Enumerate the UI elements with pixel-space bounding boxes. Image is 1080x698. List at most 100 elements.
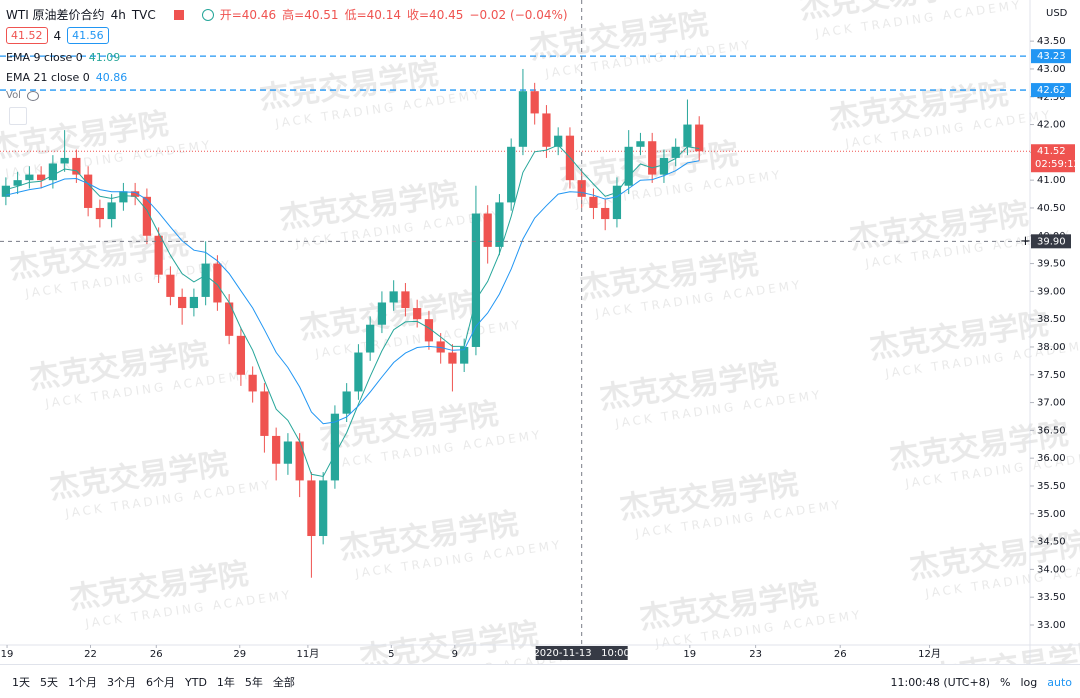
y-tick-label: 35.00: [1037, 509, 1066, 520]
candle-body: [84, 174, 93, 208]
candle-body: [342, 391, 351, 414]
range-button[interactable]: 5天: [40, 676, 58, 689]
candle-body: [683, 124, 692, 147]
flag-icon[interactable]: [173, 9, 184, 20]
volume-legend: Vol: [6, 90, 39, 101]
level-label: 43.23: [1037, 51, 1066, 62]
candle-body: [107, 202, 116, 220]
symbol[interactable]: WTI 原油差价合约: [6, 8, 105, 22]
y-tick-label: 37.50: [1037, 370, 1066, 381]
candle-body: [671, 146, 680, 158]
status-icon[interactable]: [201, 8, 214, 21]
candle-body: [272, 435, 281, 464]
candle-body: [178, 296, 187, 309]
y-tick-label: 38.50: [1037, 314, 1066, 325]
x-tick-label: 29: [233, 649, 246, 660]
indicator-value: 40.86: [95, 71, 128, 84]
candle-body: [366, 324, 375, 353]
candle-body: [119, 191, 128, 203]
candle-body: [483, 213, 492, 247]
sell-price[interactable]: 41.52: [6, 27, 48, 44]
range-button[interactable]: 1个月: [68, 676, 97, 689]
crosshair-y-bg: [1031, 234, 1071, 249]
x-tick-label: 5: [388, 649, 394, 660]
watermark-title: 杰克交易学院: [927, 637, 1080, 664]
candle-body: [413, 308, 422, 320]
range-button[interactable]: 3个月: [107, 676, 136, 689]
candle-body: [225, 302, 234, 336]
candle-body: [72, 157, 81, 175]
x-tick-label: 23: [749, 649, 762, 660]
indicator-name[interactable]: EMA 9 close 0: [6, 51, 83, 64]
level-label: 42.62: [1037, 85, 1066, 96]
y-tick-label: 38.00: [1037, 342, 1066, 353]
candle-body: [60, 157, 69, 164]
y-tick-label: 36.00: [1037, 453, 1066, 464]
y-tick-label: 37.00: [1037, 398, 1066, 409]
x-tick-label: 12月: [918, 648, 941, 660]
candle-body: [424, 319, 434, 342]
candle-body: [201, 263, 210, 297]
x-tick-label: 19: [683, 649, 696, 660]
range-button[interactable]: 1年: [216, 676, 235, 689]
candle-body: [248, 374, 257, 392]
x-tick-label: 22: [84, 649, 97, 660]
y-tick-label: 42.00: [1037, 120, 1066, 131]
candle-body: [319, 480, 328, 537]
y-tick-label: 35.50: [1037, 481, 1066, 492]
indicator-name[interactable]: EMA 21 close 0: [6, 71, 90, 84]
range-button[interactable]: 6个月: [146, 676, 175, 689]
range-button[interactable]: 1天: [12, 676, 30, 689]
candle-body: [448, 352, 457, 364]
bottom-toolbar: 1天 5天 1个月 3个月 6个月 YTD 1年 5年 全部 11:00:48 (UTC+8) %…: [0, 664, 1080, 698]
candle-body: [25, 174, 34, 181]
crosshair-x-label: 2020-11-13 10:00: [533, 648, 629, 659]
candle-body: [401, 291, 410, 309]
interval[interactable]: 4h: [110, 7, 126, 22]
currency-label: USD: [1046, 8, 1068, 19]
spread: 4: [53, 28, 62, 43]
candle-body: [1, 185, 10, 197]
crosshair-x-bg: [535, 646, 628, 660]
collapse-button[interactable]: [9, 107, 27, 125]
candle-body: [37, 174, 46, 181]
volume-label[interactable]: Vol: [6, 90, 21, 101]
x-tick-label: 26: [150, 649, 163, 660]
candle-body: [518, 91, 528, 147]
log-toggle[interactable]: log: [1020, 675, 1038, 689]
auto-toggle[interactable]: auto: [1047, 675, 1072, 689]
candle-body: [601, 207, 610, 220]
candle-body: [636, 141, 645, 147]
percent-toggle[interactable]: %: [1000, 675, 1011, 689]
y-tick-label: 33.50: [1037, 592, 1066, 603]
range-button[interactable]: 全部: [272, 676, 295, 689]
buy-price[interactable]: 41.56: [67, 27, 109, 44]
y-tick-label: 42.50: [1037, 92, 1066, 103]
x-tick-label: 26: [834, 649, 847, 660]
y-tick-label: 39.50: [1037, 259, 1066, 270]
candle-body: [377, 302, 387, 325]
y-tick-label: 39.00: [1037, 286, 1066, 297]
source[interactable]: TVC: [131, 7, 156, 22]
countdown-label: 02:59:12: [1035, 159, 1080, 170]
y-tick-label: 36.50: [1037, 425, 1066, 436]
candle-body: [542, 113, 551, 147]
candle-body: [166, 274, 175, 297]
candle-body: [330, 413, 340, 481]
candle-body: [142, 196, 152, 236]
range-button[interactable]: YTD: [185, 675, 207, 689]
hide-icon[interactable]: [26, 90, 39, 101]
candle-body: [436, 341, 445, 353]
crosshair-y-label: 39.90: [1037, 236, 1066, 247]
range-button[interactable]: 5年: [244, 676, 263, 689]
